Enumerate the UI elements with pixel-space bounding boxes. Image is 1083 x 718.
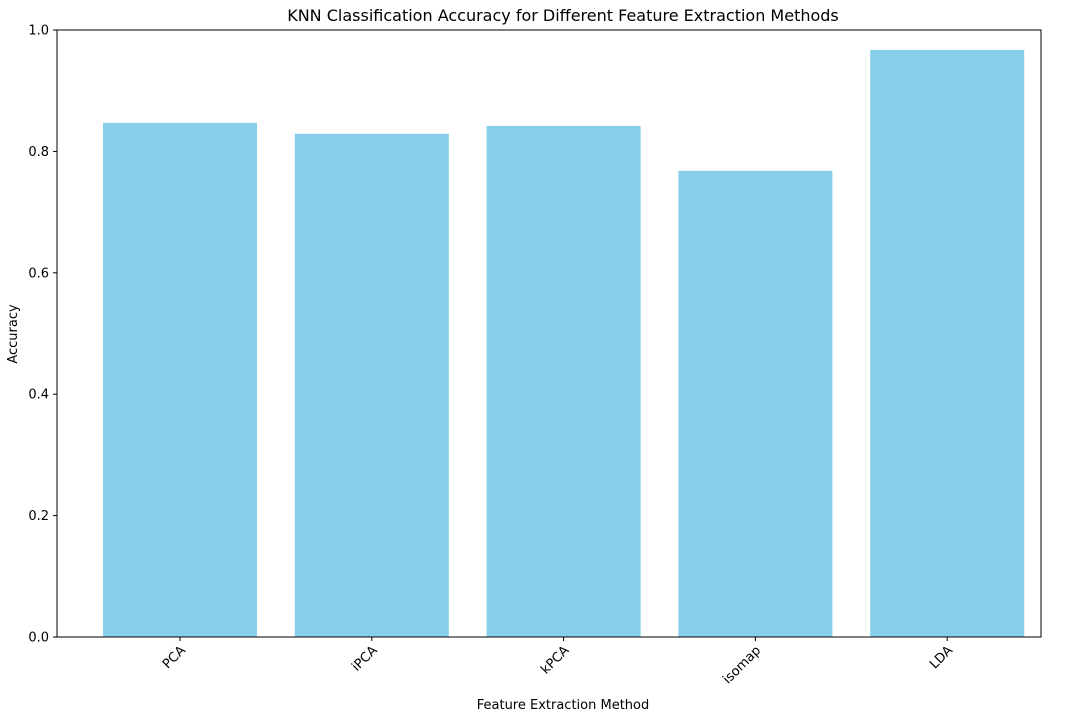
y-tick-label: 1.0 bbox=[28, 24, 49, 39]
x-axis: PCA iPCA kPCA isomap LDA bbox=[160, 637, 956, 687]
x-tick-label: isomap bbox=[720, 643, 764, 687]
y-axis: 0.0 0.2 0.4 0.6 0.8 1.0 bbox=[28, 24, 57, 646]
x-tick-label: iPCA bbox=[349, 643, 380, 674]
y-tick-label: 0.4 bbox=[28, 388, 49, 403]
x-tick-label: PCA bbox=[160, 643, 189, 672]
y-tick-label: 0.6 bbox=[28, 266, 49, 281]
x-tick-label: kPCA bbox=[538, 643, 572, 677]
bar-kpca bbox=[486, 125, 641, 638]
plot-frame bbox=[56, 29, 1042, 638]
bar-lda bbox=[870, 50, 1025, 637]
y-axis-label: Accuracy bbox=[6, 304, 21, 364]
chart-title: KNN Classification Accuracy for Differen… bbox=[287, 6, 839, 25]
bar-isomap bbox=[678, 170, 833, 638]
y-tick-label: 0.8 bbox=[28, 145, 49, 160]
y-tick-label: 0.0 bbox=[28, 631, 49, 646]
x-tick-label: LDA bbox=[927, 643, 956, 672]
x-axis-label: Feature Extraction Method bbox=[477, 698, 650, 713]
bar-ipca bbox=[294, 133, 449, 638]
bars-group bbox=[103, 50, 1025, 638]
y-tick-label: 0.2 bbox=[28, 509, 49, 524]
bar-pca bbox=[103, 122, 257, 637]
